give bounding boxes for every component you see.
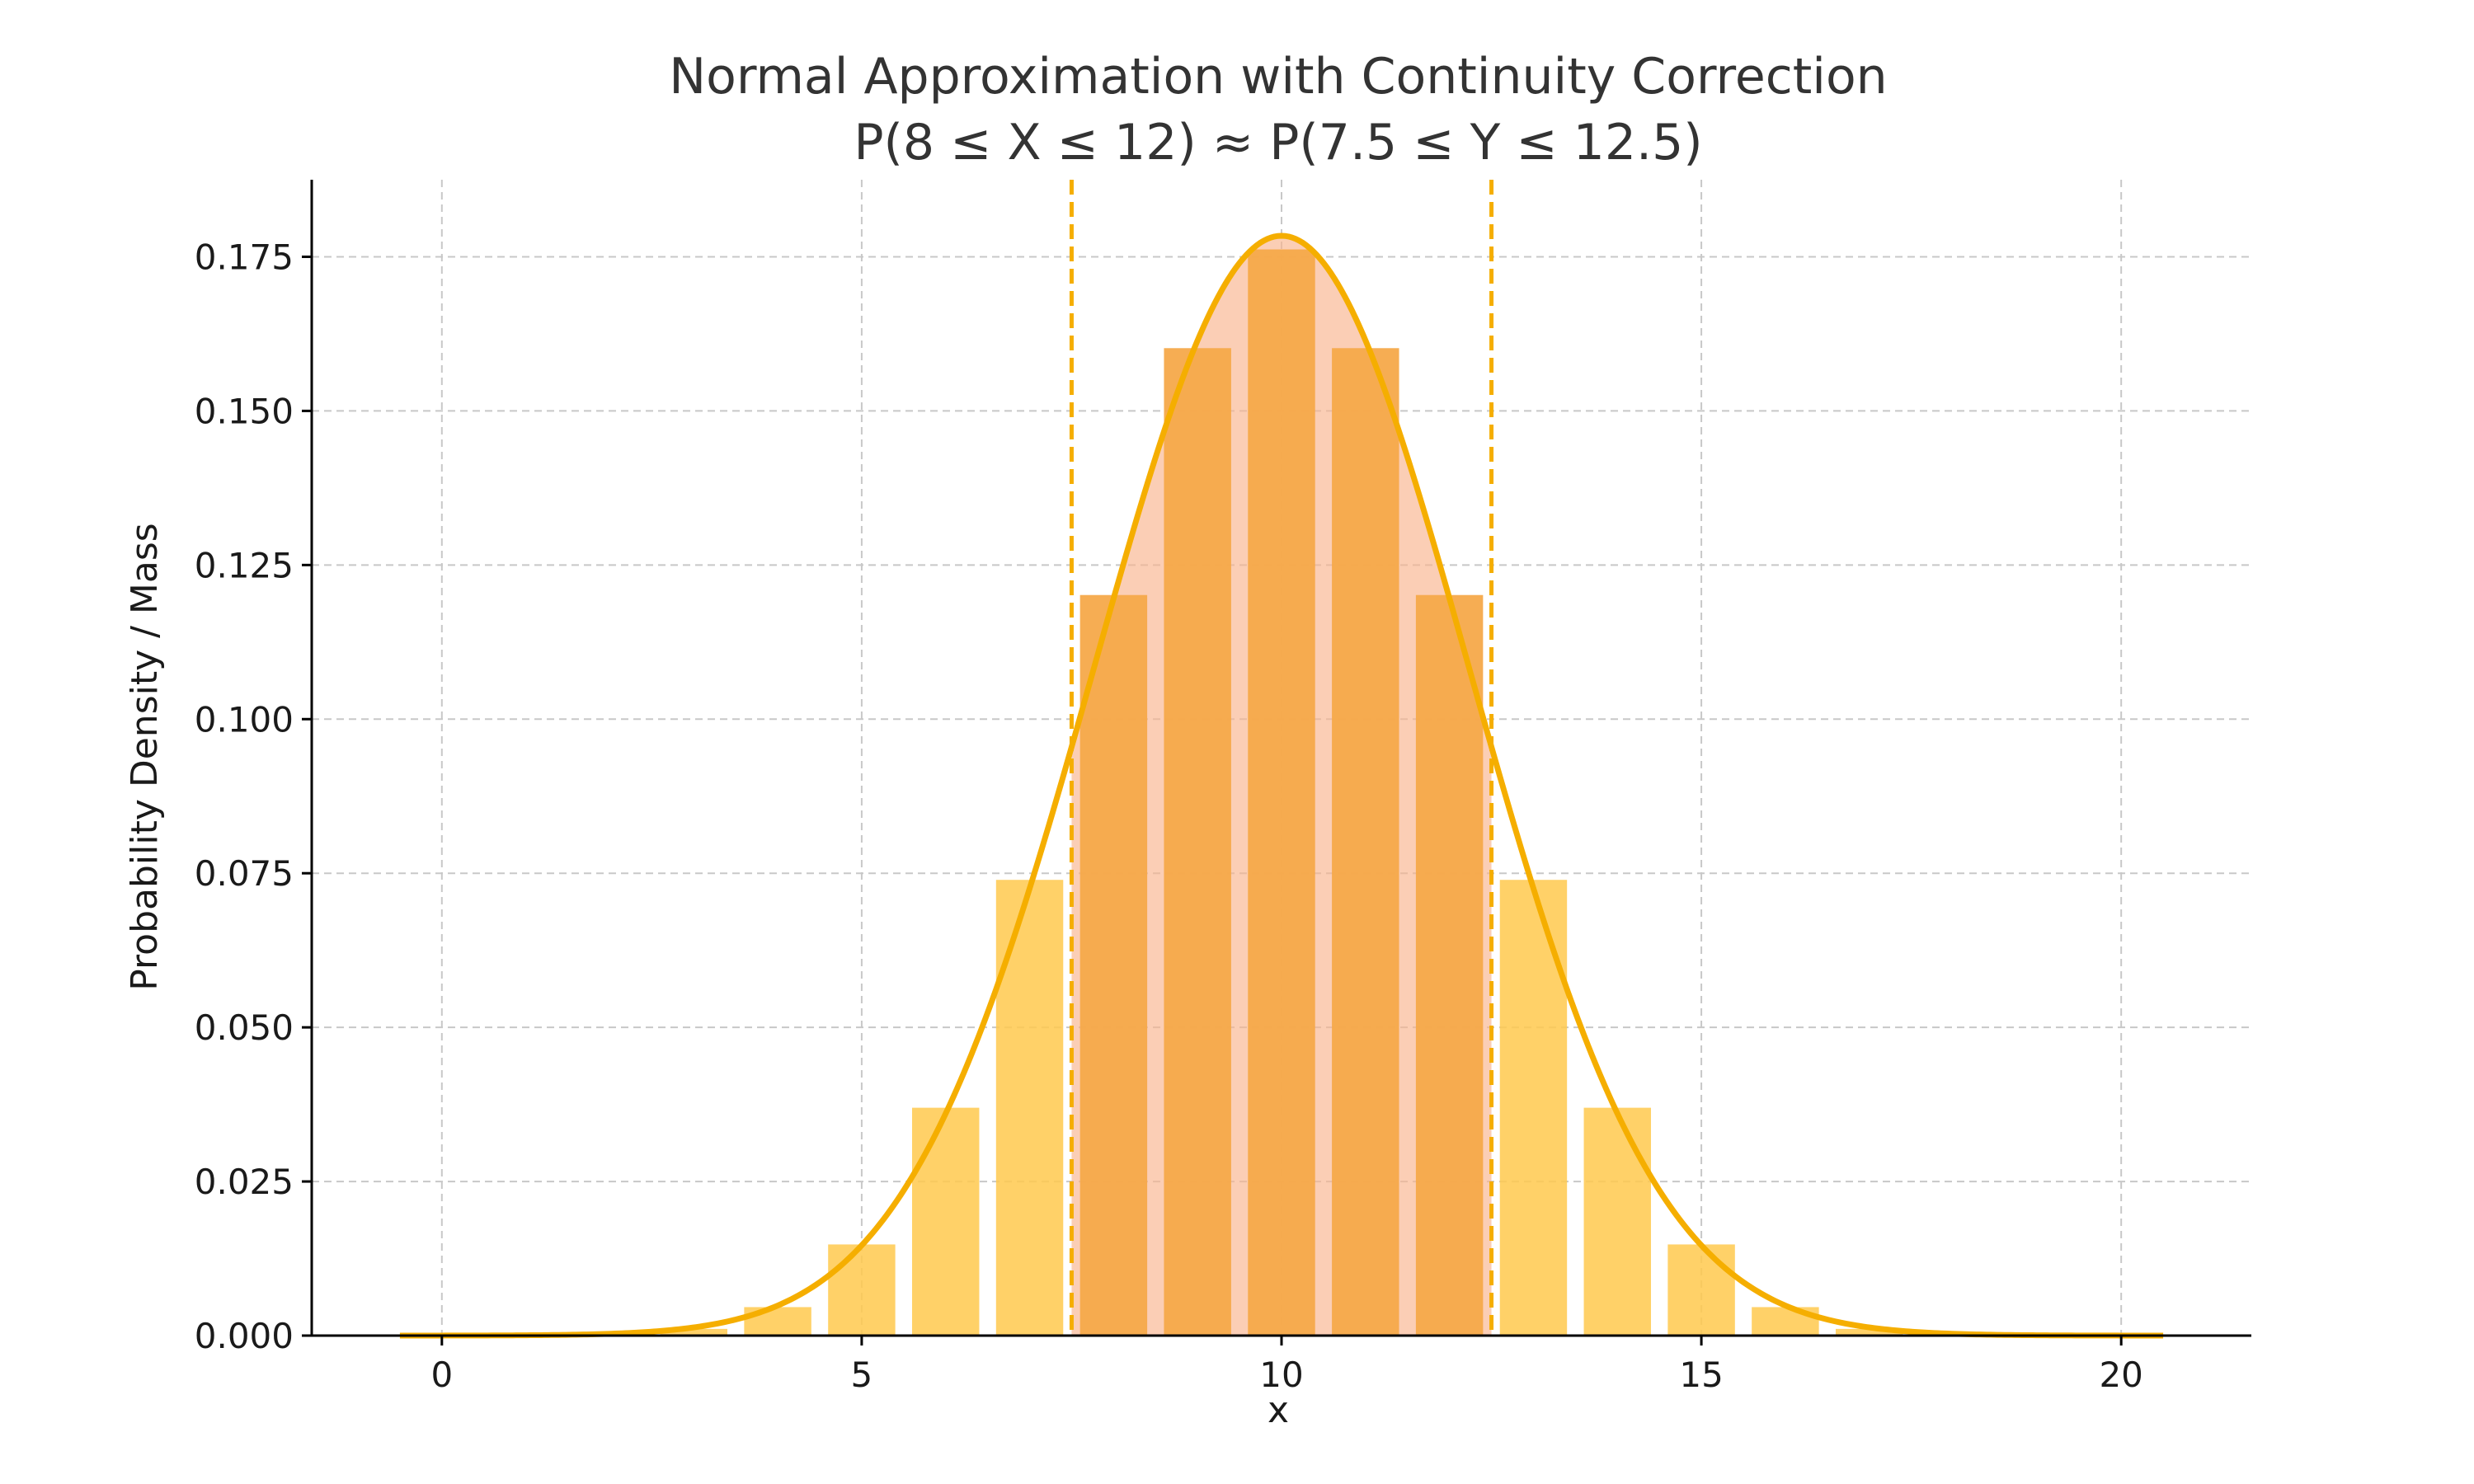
x-tick-label: 10: [1259, 1355, 1303, 1395]
x-tick-label: 15: [1679, 1355, 1723, 1395]
pmf-bar: [1583, 1107, 1651, 1336]
y-tick-label: 0.125: [195, 545, 294, 585]
x-axis-ticks: 0 5 10 15 20: [430, 1336, 2143, 1395]
pmf-bar: [1667, 1244, 1735, 1336]
pmf-bar: [828, 1244, 896, 1336]
y-tick-label: 0.000: [195, 1316, 294, 1356]
pmf-bar-highlighted: [1332, 348, 1399, 1336]
pmf-bar-highlighted: [1248, 249, 1315, 1336]
pmf-bar: [660, 1328, 727, 1336]
y-axis-label: Probability Density / Mass: [124, 523, 166, 990]
chart-title-line-2: P(8 ≤ X ≤ 12) ≈ P(7.5 ≤ Y ≤ 12.5): [854, 114, 1702, 171]
x-axis-label: x: [1268, 1389, 1289, 1431]
pmf-bar: [995, 880, 1064, 1336]
x-tick-label: 5: [851, 1355, 873, 1395]
y-axis-ticks: 0.000 0.025 0.050 0.075 0.100 0.125 0.150 0.175: [195, 237, 312, 1356]
chart-title-line-1: Normal Approximation with Continuity Cor…: [669, 48, 1887, 106]
y-tick-label: 0.100: [195, 699, 294, 740]
x-tick-label: 0: [430, 1355, 453, 1395]
normal-density-curve: [399, 232, 2164, 1339]
y-tick-label: 0.175: [195, 237, 294, 277]
pmf-bar-highlighted: [1415, 594, 1484, 1336]
pmf-bars: [408, 249, 2155, 1336]
y-tick-label: 0.025: [195, 1162, 294, 1202]
continuity-correction-lines: [1069, 180, 1494, 1336]
y-tick-label: 0.150: [195, 391, 294, 431]
pmf-bar: [1836, 1328, 1903, 1336]
pmf-bar-highlighted: [1079, 594, 1148, 1336]
x-tick-label: 20: [2099, 1355, 2142, 1395]
y-tick-label: 0.050: [195, 1007, 294, 1048]
pmf-bar-highlighted: [1164, 348, 1231, 1336]
pmf-bar: [1499, 880, 1568, 1336]
pmf-bar: [912, 1107, 980, 1336]
y-tick-label: 0.075: [195, 853, 294, 894]
